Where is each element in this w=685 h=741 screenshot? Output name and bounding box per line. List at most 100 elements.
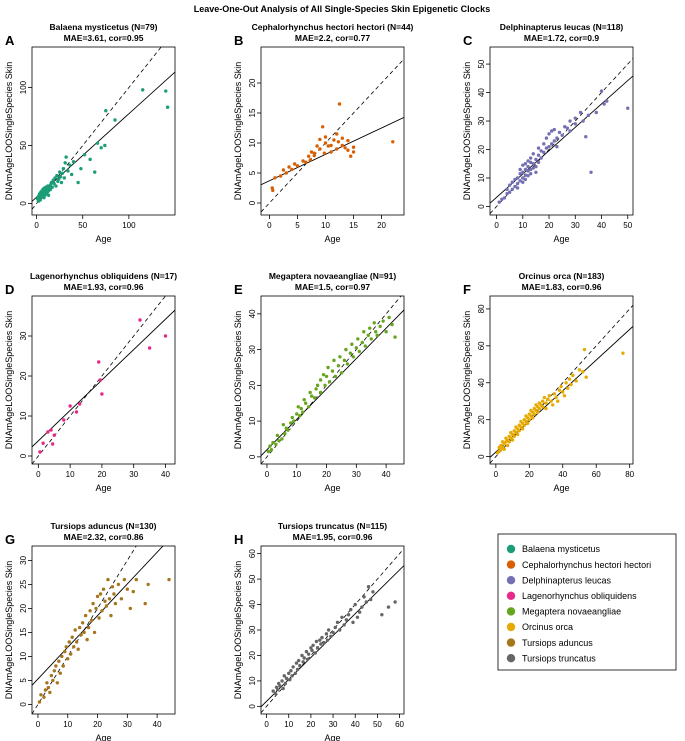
data-point xyxy=(546,397,550,402)
data-point xyxy=(63,161,67,165)
x-tick-label: 30 xyxy=(352,470,361,479)
x-tick-label: 20 xyxy=(377,221,386,230)
data-point xyxy=(42,695,46,699)
data-point xyxy=(528,167,533,172)
data-point xyxy=(526,174,530,178)
identity-line xyxy=(261,548,404,713)
data-point xyxy=(589,170,593,174)
data-point xyxy=(515,186,520,190)
data-point xyxy=(318,137,322,142)
data-point xyxy=(266,449,271,454)
data-point xyxy=(45,681,49,685)
data-point xyxy=(557,130,562,135)
data-point xyxy=(296,658,301,663)
data-point xyxy=(43,688,48,692)
data-point xyxy=(343,146,347,150)
data-point xyxy=(505,191,509,196)
data-point xyxy=(621,351,625,355)
x-tick-label: 20 xyxy=(97,470,106,479)
data-point xyxy=(549,129,554,133)
data-point xyxy=(557,388,562,392)
data-point xyxy=(571,373,575,378)
data-point xyxy=(269,448,274,452)
data-point xyxy=(351,355,356,359)
data-point xyxy=(291,665,295,669)
data-point xyxy=(518,167,522,172)
data-point xyxy=(306,405,311,409)
x-axis-label: Age xyxy=(95,733,111,741)
data-point xyxy=(542,395,547,400)
data-point xyxy=(569,382,573,387)
data-point xyxy=(351,145,356,149)
data-point xyxy=(76,180,80,185)
data-point xyxy=(326,628,331,632)
data-point xyxy=(292,162,297,166)
x-tick-label: 40 xyxy=(382,470,391,479)
data-point xyxy=(626,106,630,110)
data-point xyxy=(363,344,367,348)
data-point xyxy=(86,625,91,630)
data-point xyxy=(68,404,72,408)
y-tick-label: 10 xyxy=(248,676,257,685)
x-tick-label: 30 xyxy=(329,720,338,729)
data-point xyxy=(573,122,577,126)
data-point xyxy=(67,640,71,644)
data-point xyxy=(98,592,103,596)
data-point xyxy=(381,319,385,323)
data-point xyxy=(312,151,316,155)
data-point xyxy=(357,349,362,354)
data-point xyxy=(547,132,551,136)
data-point xyxy=(41,441,45,445)
y-tick-label: 30 xyxy=(248,345,257,354)
data-point xyxy=(531,162,535,166)
data-point xyxy=(523,177,528,182)
data-point xyxy=(302,397,306,402)
data-point xyxy=(292,419,296,423)
data-point xyxy=(556,399,560,403)
data-point xyxy=(573,116,577,120)
y-tick-label: 20 xyxy=(248,380,257,389)
y-tick-label: 25 xyxy=(19,579,28,588)
data-point xyxy=(125,587,130,591)
data-point xyxy=(295,412,299,416)
data-point xyxy=(336,140,341,144)
legend-marker xyxy=(506,576,516,585)
data-point xyxy=(536,146,541,150)
y-tick-label: 20 xyxy=(248,78,257,87)
data-point xyxy=(138,318,142,322)
legend-label: Tursiops truncatus xyxy=(522,653,596,663)
data-point xyxy=(77,402,82,406)
y-tick-label: 30 xyxy=(248,625,257,634)
data-point xyxy=(520,427,525,431)
data-point xyxy=(513,177,517,182)
data-point xyxy=(346,138,350,143)
data-point xyxy=(301,410,305,414)
data-point xyxy=(510,180,515,184)
y-tick-label: 0 xyxy=(19,201,28,206)
y-axis-label: DNAmAgeLOOSingleSpecies Skin xyxy=(233,311,243,450)
regression-line xyxy=(32,309,175,448)
data-point xyxy=(327,380,332,384)
panel-B: Cephalorhynchus hectori hectori (N=44)MA… xyxy=(233,22,414,244)
data-point xyxy=(393,335,397,339)
data-point xyxy=(298,414,302,418)
data-point xyxy=(335,620,340,625)
data-point xyxy=(52,433,56,437)
data-point xyxy=(366,333,370,338)
data-point xyxy=(69,172,74,177)
data-point xyxy=(331,630,335,635)
data-point xyxy=(517,429,521,433)
data-point xyxy=(337,102,342,106)
x-tick-label: 0 xyxy=(265,470,270,479)
data-point xyxy=(309,646,313,650)
data-point xyxy=(310,648,314,653)
data-point xyxy=(300,653,304,658)
data-point xyxy=(306,652,311,656)
data-point xyxy=(95,594,100,599)
data-point xyxy=(58,175,63,179)
legend-marker xyxy=(506,622,516,632)
x-tick-label: 60 xyxy=(592,470,601,479)
data-point xyxy=(518,172,522,176)
data-point xyxy=(93,170,97,174)
data-point xyxy=(48,187,53,192)
